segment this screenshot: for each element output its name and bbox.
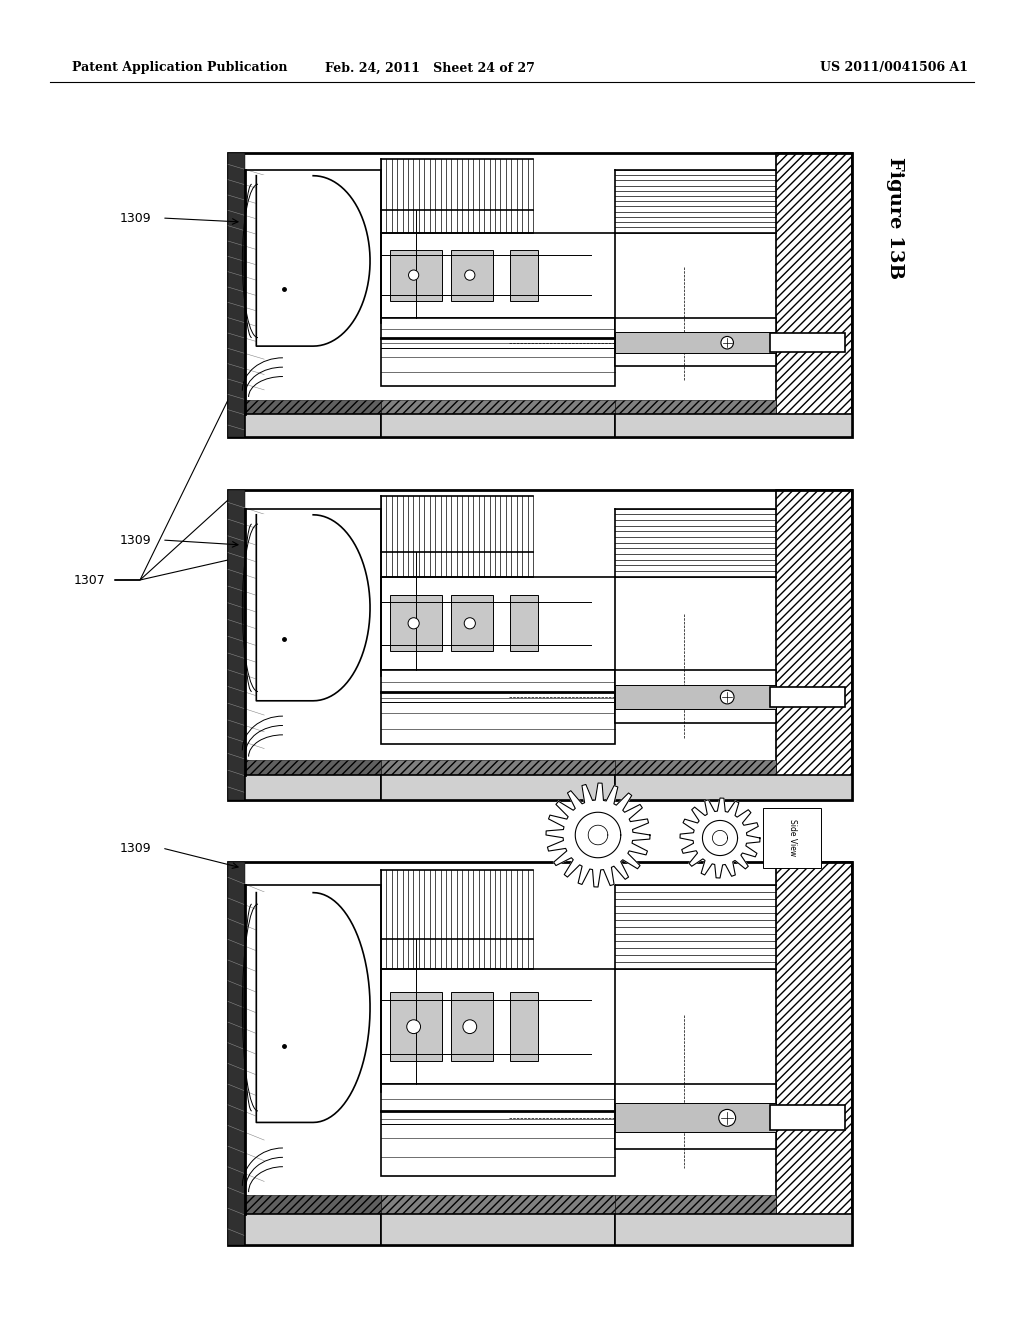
Bar <box>614 1195 776 1214</box>
Bar <box>381 760 614 775</box>
Bar <box>510 993 538 1061</box>
Text: Side View: Side View <box>787 820 797 857</box>
Circle shape <box>464 618 475 628</box>
Bar <box>452 993 494 1061</box>
Bar <box>381 400 614 414</box>
Bar <box>540 414 677 430</box>
Bar <box>381 775 614 800</box>
Bar <box>381 318 614 385</box>
Bar <box>452 595 494 651</box>
Circle shape <box>720 690 734 704</box>
Bar <box>228 153 246 437</box>
Bar <box>228 862 246 1245</box>
Polygon shape <box>546 783 650 887</box>
Text: Figure 13B: Figure 13B <box>886 157 904 279</box>
Circle shape <box>407 1020 421 1034</box>
Bar <box>614 318 776 366</box>
Bar <box>614 669 776 722</box>
Bar <box>614 1104 776 1133</box>
Circle shape <box>463 1020 477 1034</box>
Circle shape <box>409 271 419 280</box>
Bar <box>228 490 246 800</box>
Bar <box>228 153 852 437</box>
Bar <box>246 414 381 437</box>
Bar <box>381 1084 614 1176</box>
Polygon shape <box>588 825 608 845</box>
Bar <box>390 249 441 301</box>
Bar <box>228 862 852 1245</box>
Bar <box>614 760 776 775</box>
Bar <box>763 808 821 869</box>
Bar <box>381 414 614 437</box>
Bar <box>390 993 441 1061</box>
Text: 1309: 1309 <box>120 533 151 546</box>
Polygon shape <box>713 830 728 846</box>
Text: Feb. 24, 2011   Sheet 24 of 27: Feb. 24, 2011 Sheet 24 of 27 <box>325 62 535 74</box>
Bar <box>614 1214 852 1245</box>
Bar <box>770 686 845 708</box>
Circle shape <box>721 337 733 348</box>
Polygon shape <box>575 812 621 858</box>
Bar <box>390 595 441 651</box>
Bar <box>776 153 852 437</box>
Polygon shape <box>680 799 760 878</box>
Text: US 2011/0041506 A1: US 2011/0041506 A1 <box>820 62 968 74</box>
Text: 1307: 1307 <box>74 573 105 586</box>
Bar <box>452 249 494 301</box>
Circle shape <box>408 618 419 628</box>
Bar <box>614 400 776 414</box>
Bar <box>246 1214 381 1245</box>
Bar <box>770 334 845 352</box>
Text: 1309: 1309 <box>120 842 151 854</box>
Bar <box>776 862 852 1245</box>
Bar <box>246 1195 381 1214</box>
Circle shape <box>719 1109 735 1126</box>
Bar <box>246 400 381 414</box>
Circle shape <box>465 271 475 280</box>
Bar <box>381 969 614 1084</box>
Bar <box>381 577 614 669</box>
Bar <box>381 232 614 318</box>
Bar <box>510 249 538 301</box>
Polygon shape <box>256 892 370 1122</box>
Polygon shape <box>256 176 370 346</box>
Bar <box>510 595 538 651</box>
Text: Patent Application Publication: Patent Application Publication <box>72 62 288 74</box>
Bar <box>614 331 776 354</box>
Bar <box>228 490 852 800</box>
Bar <box>776 153 852 437</box>
Bar <box>381 669 614 744</box>
Bar <box>776 490 852 800</box>
Polygon shape <box>256 515 370 701</box>
Text: 1309: 1309 <box>120 211 151 224</box>
Bar <box>776 862 852 1245</box>
Bar <box>381 1214 614 1245</box>
Polygon shape <box>702 821 737 855</box>
Bar <box>614 685 776 709</box>
Bar <box>381 1195 614 1214</box>
Bar <box>246 775 381 800</box>
Bar <box>614 1084 776 1150</box>
Bar <box>246 760 381 775</box>
Bar <box>614 775 852 800</box>
Bar <box>776 490 852 800</box>
Bar <box>770 1105 845 1130</box>
Bar <box>614 414 852 437</box>
